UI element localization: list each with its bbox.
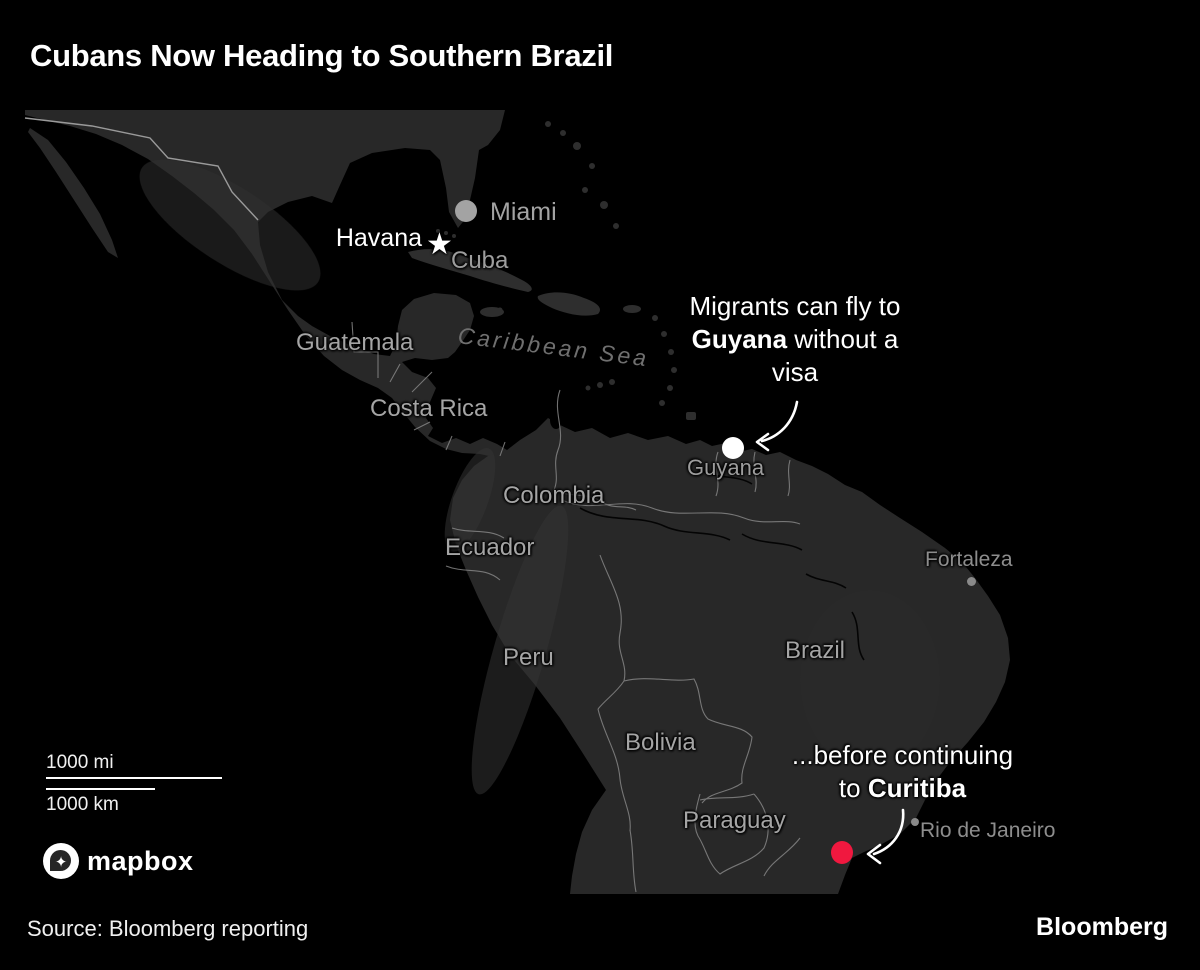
terrain-shading: [139, 159, 940, 795]
guyana-dot: [722, 437, 744, 459]
label-ecuador: Ecuador: [445, 534, 535, 561]
landmass-north-america: [25, 110, 507, 458]
annotation-arrows: [755, 400, 905, 865]
curitiba-arrow: [872, 808, 905, 856]
mapbox-attribution[interactable]: ✦ mapbox: [43, 843, 194, 879]
miami-dot: [455, 200, 477, 222]
label-cuba: Cuba: [451, 247, 509, 274]
guyana-annotation-bold: Guyana: [691, 324, 788, 354]
curitiba-annotation: ...before continuing to Curitiba: [775, 739, 1030, 805]
rivers: [579, 469, 865, 661]
page-title: Cubans Now Heading to Southern Brazil: [30, 38, 614, 73]
label-fortaleza: Fortaleza: [925, 548, 1013, 571]
landmass-south-america: [450, 418, 1010, 894]
label-colombia: Colombia: [503, 482, 605, 509]
source-note: Source: Bloomberg reporting: [27, 916, 309, 941]
bloomberg-logo: Bloomberg: [1036, 913, 1168, 941]
curitiba-annotation-line2: to: [838, 773, 868, 803]
scale-km-line: [46, 788, 155, 790]
label-brazil: Brazil: [785, 637, 846, 664]
landmass-baja: [28, 128, 118, 258]
label-paraguay: Paraguay: [683, 807, 786, 834]
label-rio: Rio de Janeiro: [920, 819, 1056, 842]
guyana-arrowhead: [755, 432, 770, 452]
curitiba-dot: [831, 841, 853, 864]
mapbox-logo-icon: ✦: [43, 843, 79, 879]
guyana-arrow: [760, 400, 799, 443]
us-mexico-border: [24, 117, 259, 221]
guyana-annotation-line2: without a: [787, 324, 899, 354]
curitiba-arrowhead: [866, 843, 882, 865]
scale-miles-line: [46, 777, 222, 779]
fortaleza-dot: [967, 577, 976, 586]
islands: [408, 121, 696, 420]
label-havana: Havana: [335, 224, 422, 252]
guyana-annotation-line1: Migrants can fly to: [689, 291, 901, 321]
mapbox-star-icon: ✦: [54, 854, 68, 871]
country-borders: [351, 321, 801, 893]
mapbox-pin-icon: [50, 850, 71, 871]
label-bolivia: Bolivia: [625, 729, 696, 756]
curitiba-annotation-line1: ...before continuing: [791, 740, 1014, 770]
curitiba-annotation-bold: Curitiba: [867, 773, 967, 803]
label-miami: Miami: [490, 198, 557, 226]
rio-dot: [911, 818, 919, 826]
label-guatemala: Guatemala: [296, 329, 414, 356]
mapbox-wordmark: mapbox: [87, 845, 194, 876]
label-peru: Peru: [503, 644, 554, 671]
guyana-annotation: Migrants can fly to Guyana without a vis…: [645, 290, 945, 389]
scale-km-label: 1000 km: [46, 794, 119, 815]
havana-star-icon: ★: [426, 228, 453, 261]
guyana-annotation-line3: visa: [771, 357, 819, 387]
label-guyana: Guyana: [687, 455, 765, 480]
scale-miles-label: 1000 mi: [46, 752, 114, 773]
label-costa-rica: Costa Rica: [370, 395, 488, 422]
